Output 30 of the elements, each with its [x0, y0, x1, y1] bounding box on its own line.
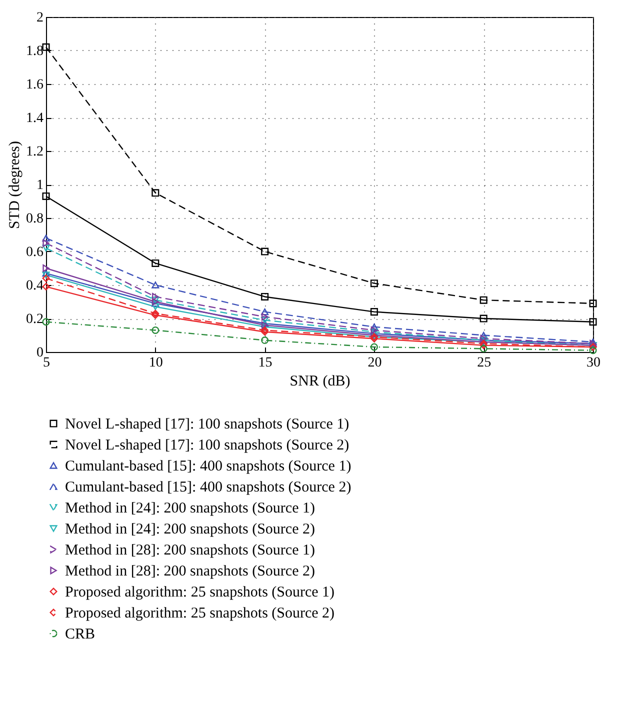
- x-axis-title: SNR (dB): [290, 374, 350, 390]
- legend-label: Proposed algorithm: 25 snapshots (Source 2): [65, 606, 335, 622]
- y-tick-label: 0.8: [26, 212, 44, 226]
- legend-label: Proposed algorithm: 25 snapshots (Source 1): [65, 584, 335, 600]
- legend-label: CRB: [65, 626, 96, 642]
- legend-label: Method in [28]: 200 snapshots (Source 2): [65, 564, 315, 580]
- y-tick-label: 0: [36, 346, 44, 360]
- legend-label: Novel L-shaped [17]: 100 snapshots (Source 2): [65, 438, 350, 454]
- y-tick-label: 1: [36, 178, 44, 193]
- y-tick-label: 1.2: [26, 144, 44, 160]
- y-tick-label: 0.2: [26, 312, 44, 327]
- y-tick-label: 1.6: [26, 78, 44, 92]
- y-tick-label: 2: [36, 10, 44, 26]
- y-tick-label: 0.4: [26, 278, 44, 294]
- y-tick-label: 1.8: [26, 44, 44, 59]
- x-tick-label: 25: [477, 356, 492, 370]
- legend-label: Method in [24]: 200 snapshots (Source 1): [65, 500, 315, 516]
- y-tick-label: 0.6: [26, 245, 44, 260]
- x-tick-label: 20: [368, 356, 382, 370]
- legend-label: Cumulant-based [15]: 400 snapshots (Source 1): [65, 458, 352, 474]
- x-tick-label: 15: [258, 356, 272, 370]
- x-tick-label: 30: [586, 356, 600, 370]
- y-axis-title: STD (degrees): [7, 141, 23, 229]
- legend-label: Novel L-shaped [17]: 100 snapshots (Source 1): [65, 416, 350, 432]
- legend-label: Method in [24]: 200 snapshots (Source 2): [65, 522, 315, 538]
- x-tick-label: 5: [43, 356, 50, 370]
- legend-label: Method in [28]: 200 snapshots (Source 1): [65, 542, 315, 558]
- y-tick-label: 1.4: [26, 111, 44, 126]
- x-tick-label: 10: [148, 356, 163, 370]
- legend-label: Cumulant-based [15]: 400 snapshots (Source 2): [65, 480, 352, 496]
